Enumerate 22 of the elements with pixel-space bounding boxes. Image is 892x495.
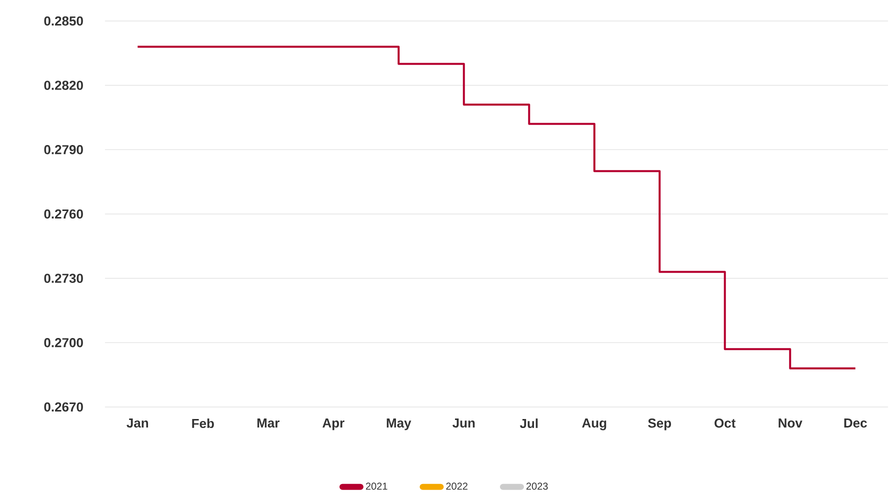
legend-label: 2022 xyxy=(446,482,468,490)
y-tick-label: 0.2790 xyxy=(44,144,83,154)
y-tick-label: 0.2730 xyxy=(44,274,83,283)
x-tick-label: Apr xyxy=(322,418,344,430)
y-tick-label: 0.2850 xyxy=(44,16,83,26)
x-tick-label: Oct xyxy=(714,418,736,428)
x-tick-label: Jul xyxy=(520,418,538,428)
x-tick-label: Nov xyxy=(778,418,802,428)
y-tick-label: 0.2670 xyxy=(44,402,83,412)
x-tick-label: Aug xyxy=(582,418,606,430)
x-tick-label: Jan xyxy=(126,418,148,428)
x-tick-label: Jun xyxy=(452,418,475,428)
x-tick-label: Dec xyxy=(844,418,867,428)
y-tick-label: 0.2820 xyxy=(44,80,83,90)
x-tick-label: Sep xyxy=(648,418,672,430)
y-tick-label: 0.2700 xyxy=(44,338,83,348)
legend-label: 2021 xyxy=(366,482,388,490)
y-tick-label: 0.2760 xyxy=(44,209,83,219)
x-tick-label: Mar xyxy=(257,418,280,428)
x-tick-label: Feb xyxy=(192,418,214,428)
x-tick-label: May xyxy=(386,418,412,430)
legend-label: 2023 xyxy=(526,482,548,490)
